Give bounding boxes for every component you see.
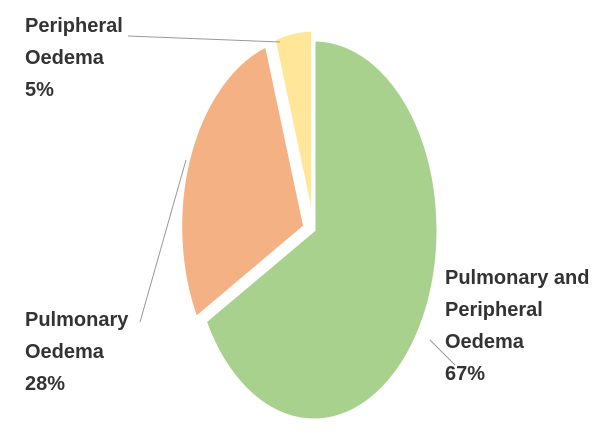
- leader-line: [127, 35, 281, 43]
- category-label: Peripheral Oedema: [25, 15, 123, 69]
- leader-line: [429, 339, 456, 366]
- category-label: Pulmonary Oedema: [25, 309, 129, 363]
- value-label: 5%: [25, 79, 54, 101]
- category-label: Pulmonary and Peripheral Oedema: [445, 267, 590, 353]
- value-label: 28%: [25, 373, 66, 395]
- slice-label: Pulmonary Oedema 28%: [25, 304, 135, 400]
- value-label: 67%: [445, 363, 486, 385]
- slice-label: Peripheral Oedema 5%: [25, 10, 135, 106]
- pie-slice: [179, 43, 307, 321]
- leader-line: [139, 159, 187, 323]
- pie-slice: [203, 38, 440, 422]
- pie-slice: [272, 28, 314, 221]
- slice-label: Pulmonary and Peripheral Oedema 67%: [445, 262, 595, 390]
